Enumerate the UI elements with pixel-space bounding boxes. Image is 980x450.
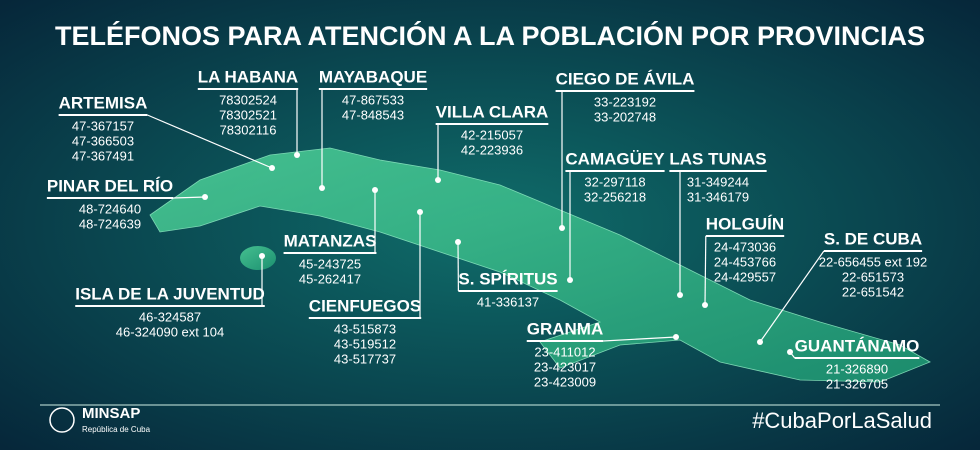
leader-dot	[567, 277, 573, 283]
phone-number: 47-867533	[342, 92, 404, 107]
leader-dot	[269, 165, 275, 171]
phone-number: 21-326890	[826, 361, 888, 376]
logo-icon	[49, 407, 75, 433]
phone-number: 24-429557	[714, 269, 776, 284]
province-name: HOLGUÍN	[706, 214, 784, 233]
phone-number: 24-453766	[714, 254, 776, 269]
phone-number: 32-256218	[584, 189, 646, 204]
leader-line	[759, 250, 825, 343]
province-name: S. DE CUBA	[824, 229, 922, 248]
phone-number: 21-326705	[826, 376, 888, 391]
phone-number: 78302116	[220, 122, 277, 137]
phone-number: 24-473036	[714, 239, 776, 254]
phone-number: 31-349244	[687, 174, 749, 189]
phone-number: 42-223936	[461, 142, 523, 157]
phone-number: 22-651573	[842, 269, 904, 284]
cuba-map	[149, 147, 931, 383]
phone-number: 41-336137	[477, 294, 539, 309]
province-name: PINAR DEL RÍO	[47, 176, 173, 195]
leader-dot	[294, 152, 300, 158]
phone-number: 42-215057	[461, 127, 523, 142]
phone-number: 43-517737	[334, 351, 396, 366]
leader-dot	[673, 334, 679, 340]
province-name: ISLA DE LA JUVENTUD	[75, 284, 265, 303]
province-name: CIEGO DE ÁVILA	[556, 69, 695, 88]
phone-number: 47-367491	[72, 148, 134, 163]
leader-dot	[787, 349, 793, 355]
phone-number: 46-324090 ext 104	[116, 324, 224, 339]
logo-subtitle: República de Cuba	[82, 425, 151, 434]
province-name: CAMAGÜEY	[565, 149, 665, 168]
leader-line	[173, 196, 206, 199]
province-name: VILLA CLARA	[436, 102, 549, 121]
phone-number: 47-367157	[72, 118, 134, 133]
province-name: GRANMA	[527, 319, 604, 338]
phone-number: 48-724639	[79, 216, 141, 231]
phone-number: 47-848543	[342, 107, 404, 122]
phone-number: 22-651542	[842, 284, 904, 299]
phone-number: 23-423017	[534, 359, 596, 374]
isla-map	[240, 246, 276, 270]
leader-dot	[259, 253, 265, 259]
leader-dot	[202, 194, 208, 200]
phone-number: 78302524	[219, 92, 277, 107]
province-name: S. SPÍRITUS	[458, 269, 557, 288]
province-name: CIENFUEGOS	[309, 296, 421, 315]
phone-number: 22-656455 ext 192	[819, 254, 927, 269]
leader-dot	[455, 239, 461, 245]
leader-dot	[677, 292, 683, 298]
phone-number: 45-243725	[299, 256, 361, 271]
leader-dot	[417, 209, 423, 215]
phone-number: 45-262417	[299, 271, 361, 286]
phone-number: 43-515873	[334, 321, 396, 336]
phone-number: 48-724640	[79, 201, 141, 216]
hashtag: #CubaPorLaSalud	[752, 408, 932, 433]
phone-number: 32-297118	[584, 174, 645, 189]
title: TELÉFONOS PARA ATENCIÓN A LA POBLACIÓN P…	[55, 20, 925, 51]
phone-number: 23-423009	[534, 374, 596, 389]
leader-dot	[757, 339, 763, 345]
province-name: MAYABAQUE	[319, 67, 427, 86]
phone-number: 46-324587	[139, 309, 201, 324]
phone-number: 78302521	[219, 107, 277, 122]
phone-number: 31-346179	[687, 189, 749, 204]
phone-number: 23-411012	[534, 344, 595, 359]
phone-number: 33-223192	[594, 94, 656, 109]
phone-number: 43-519512	[334, 336, 396, 351]
province-name: GUANTÁNAMO	[795, 336, 920, 355]
province-name: LAS TUNAS	[669, 149, 766, 168]
leader-dot	[435, 177, 441, 183]
logo-text: MINSAP	[82, 405, 140, 422]
leader-dot	[702, 302, 708, 308]
province-name: MATANZAS	[284, 231, 377, 250]
leader-dot	[319, 185, 325, 191]
phone-number: 47-366503	[72, 133, 134, 148]
leader-dot	[559, 225, 565, 231]
province-name: LA HABANA	[198, 67, 298, 86]
province-name: ARTEMISA	[59, 93, 148, 112]
leader-line	[603, 336, 677, 342]
leader-line	[147, 114, 273, 169]
leader-line	[704, 235, 707, 306]
leader-dot	[372, 187, 378, 193]
phone-number: 33-202748	[594, 109, 656, 124]
